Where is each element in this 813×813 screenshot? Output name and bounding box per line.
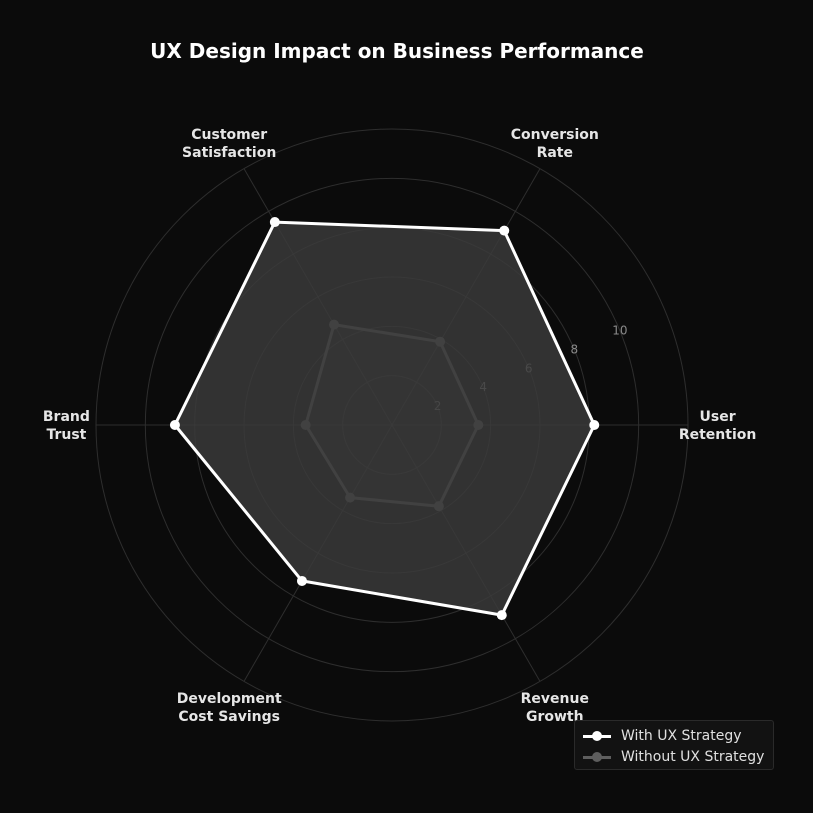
radar-labels: User Retention Conversion Rate Customer Satis… [43, 127, 756, 725]
series-area-0 [174, 222, 595, 616]
legend-label-with-ux: With UX Strategy [621, 727, 742, 744]
r-tick-label-4: 10 [612, 324, 627, 338]
radar-series [169, 217, 600, 621]
legend-label-without-ux: Without UX Strategy [621, 748, 765, 765]
r-tick-label-3: 8 [570, 342, 578, 356]
series-0-point-5 [496, 610, 507, 621]
series-0-point-3 [169, 420, 180, 430]
legend: With UX Strategy Without UX Strategy [574, 720, 774, 770]
category-label-3: Brand Trust [43, 409, 90, 443]
category-label-2: Customer Satisfaction [182, 127, 276, 161]
series-0-point-1 [499, 225, 510, 236]
series-0-point-4 [296, 575, 307, 586]
series-0-point-0 [589, 420, 600, 430]
category-label-0: User Retention [679, 409, 757, 443]
series-0-point-2 [269, 217, 280, 228]
legend-swatch-with-ux [583, 730, 611, 742]
category-label-4: Development Cost Savings [177, 691, 282, 725]
legend-item-without-ux: Without UX Strategy [583, 746, 765, 767]
chart-title: UX Design Impact on Business Performance [150, 39, 644, 63]
legend-item-with-ux: With UX Strategy [583, 725, 765, 746]
legend-swatch-without-ux [583, 751, 611, 763]
category-label-1: Conversion Rate [511, 127, 599, 161]
category-label-5: Revenue Growth [521, 691, 589, 725]
